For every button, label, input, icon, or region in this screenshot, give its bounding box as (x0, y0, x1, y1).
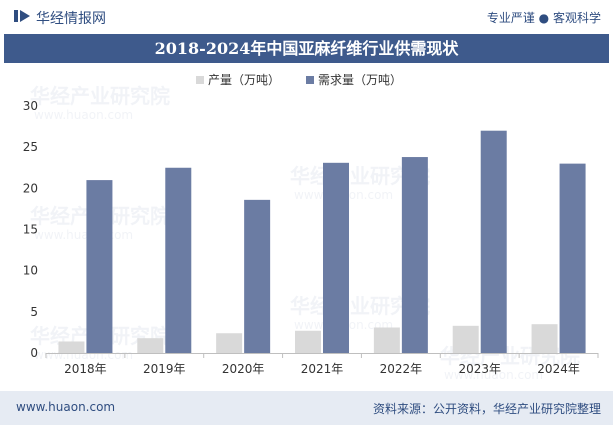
title-bar: 2018-2024年中国亚麻纤维行业供需现状 (4, 34, 609, 63)
tagline: 专业严谨 ● 客观科学 (487, 9, 601, 26)
y-tick-label: 0 (30, 346, 38, 360)
watermark-url: www.huaon.com (34, 228, 133, 242)
bar-demand (165, 167, 192, 353)
bar-demand (401, 157, 428, 353)
y-tick-label: 5 (30, 305, 38, 319)
chart-area: 华经产业研究院 www.huaon.com 华经产业研究院 www.huaon.com… (0, 63, 613, 390)
bar-production (452, 325, 479, 353)
bar-production (295, 330, 321, 353)
y-tick-label: 20 (23, 181, 38, 195)
y-tick-label: 30 (23, 99, 38, 113)
x-tick-label: 2018年 (64, 362, 107, 376)
footer-source: 资料来源：公开资料，华经产业研究院整理 (372, 402, 601, 416)
watermark-text: 华经产业研究院 (30, 84, 170, 108)
tagline-left: 专业严谨 (486, 11, 535, 25)
bar-demand (480, 130, 507, 353)
bar-production (216, 333, 243, 353)
bar-chart: 华经产业研究院www.huaon.com华经产业研究院www.huaon.com… (23, 73, 599, 382)
legend-label-production: 产量（万吨） (208, 73, 280, 87)
bar-production (531, 324, 558, 353)
footer-url: www.huaon.com (16, 400, 116, 414)
legend-label-demand: 需求量（万吨） (318, 73, 402, 87)
watermark-url: www.huaon.com (34, 108, 133, 122)
bar-production (137, 338, 164, 353)
legend-swatch-production (196, 76, 204, 84)
x-tick-label: 2021年 (301, 362, 344, 376)
watermark-url: www.huaon.com (444, 368, 543, 382)
bar-demand (244, 199, 271, 353)
bar-demand (86, 180, 113, 353)
chart-bars (58, 130, 586, 353)
x-tick-label: 2023年 (458, 362, 501, 376)
bar-demand (323, 162, 349, 353)
chart-legend: 产量（万吨） 需求量（万吨） (196, 73, 402, 87)
bar-production (373, 327, 400, 353)
y-tick-label: 25 (23, 140, 38, 154)
tagline-separator: ● (538, 11, 550, 25)
chart-axes: 0 5 10 15 20 25 30 2018年 2019年 2020年 2021年 2022年 202… (23, 99, 599, 376)
x-tick-label: 2022年 (380, 362, 423, 376)
y-tick-label: 15 (23, 223, 38, 237)
footer-bar: www.huaon.com 资料来源：公开资料，华经产业研究院整理 (0, 391, 613, 425)
brand-name: 华经情报网 (36, 11, 106, 27)
header-bar: 华经情报网 专业严谨 ● 客观科学 (0, 0, 613, 34)
x-tick-label: 2024年 (537, 362, 580, 376)
tagline-right: 客观科学 (552, 11, 601, 25)
y-tick-label: 10 (23, 264, 38, 278)
bar-production (58, 341, 85, 353)
chart-title: 2018-2024年中国亚麻纤维行业供需现状 (154, 39, 459, 58)
brand-logo-icon (14, 10, 30, 22)
x-tick-label: 2020年 (222, 362, 265, 376)
legend-swatch-demand (306, 76, 314, 84)
x-tick-label: 2019年 (143, 362, 186, 376)
bar-demand (559, 163, 586, 353)
